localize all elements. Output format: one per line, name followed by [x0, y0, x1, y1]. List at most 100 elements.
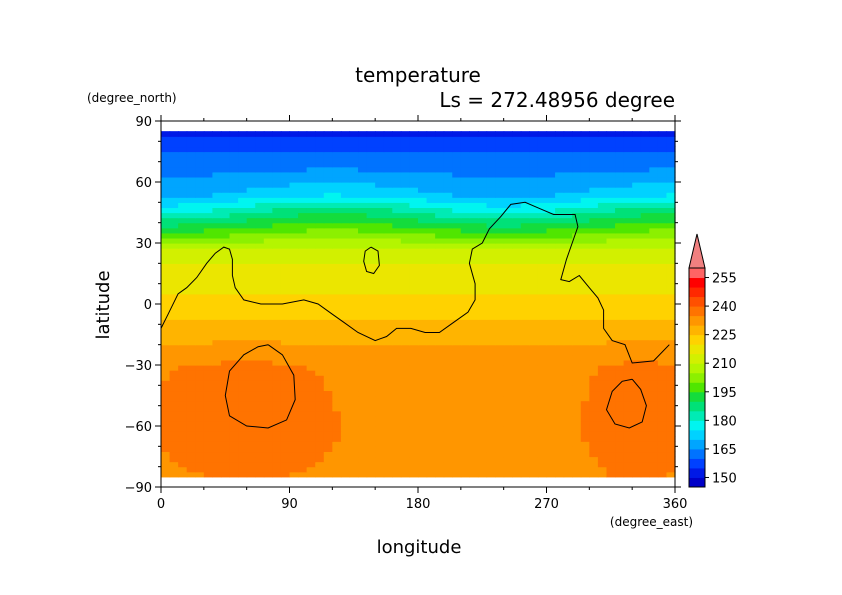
heatmap-cell: [220, 192, 231, 198]
heatmap-cell: [418, 426, 428, 432]
heatmap-cell: [649, 380, 659, 386]
heatmap-cell: [272, 232, 282, 239]
heatmap-cell: [503, 136, 513, 142]
heatmap-cell: [477, 420, 488, 427]
heatmap-cell: [375, 324, 385, 331]
heatmap-cell: [580, 370, 590, 376]
heatmap-cell: [572, 141, 582, 148]
heatmap-cell: [615, 258, 625, 264]
heatmap-cell: [349, 237, 359, 244]
heatmap-cell: [263, 293, 273, 300]
heatmap-cell: [409, 136, 419, 142]
heatmap-cell: [597, 415, 608, 422]
heatmap-cell: [623, 283, 633, 290]
heatmap-cell: [203, 283, 213, 290]
heatmap-cell: [161, 237, 171, 244]
heatmap-cell: [400, 288, 411, 295]
heatmap-cell: [589, 273, 599, 280]
heatmap-cell: [212, 329, 222, 336]
heatmap-cell: [306, 278, 316, 285]
heatmap-cell: [212, 385, 222, 392]
heatmap-cell: [572, 278, 582, 285]
heatmap-cell: [580, 156, 590, 163]
heatmap-cell: [546, 415, 556, 422]
heatmap-cell: [392, 207, 402, 214]
heatmap-cell: [400, 207, 411, 214]
heatmap-cell: [323, 461, 333, 468]
colorbar-tick-label: 180: [712, 414, 737, 429]
heatmap-cell: [623, 217, 633, 224]
heatmap-cell: [383, 171, 393, 178]
heatmap-cell: [477, 207, 488, 214]
heatmap-cell: [546, 471, 556, 478]
heatmap-cell: [426, 380, 436, 386]
heatmap-cell: [486, 136, 496, 142]
heatmap-cell: [323, 344, 333, 351]
heatmap-cell: [632, 263, 642, 270]
heatmap-cell: [392, 466, 402, 473]
heatmap-cell: [632, 222, 642, 229]
heatmap-cell: [632, 375, 642, 381]
heatmap-cell: [298, 232, 308, 239]
heatmap-cell: [469, 441, 479, 447]
heatmap-cell: [358, 354, 368, 361]
heatmap-cell: [546, 385, 556, 392]
heatmap-cell: [452, 304, 462, 310]
heatmap-cell: [477, 182, 488, 188]
heatmap-cell: [246, 263, 256, 270]
heatmap-cell: [426, 420, 436, 427]
heatmap-cell: [220, 329, 231, 336]
heatmap-cell: [375, 283, 385, 290]
heatmap-cell: [238, 176, 248, 183]
heatmap-cell: [477, 288, 488, 295]
heatmap-cell: [178, 309, 188, 315]
heatmap-cell: [392, 319, 402, 325]
heatmap-cell: [178, 431, 188, 437]
heatmap-cell: [555, 365, 565, 371]
heatmap-cell: [212, 283, 222, 290]
heatmap-cell: [323, 400, 333, 407]
heatmap-cell: [400, 156, 411, 163]
heatmap-cell: [563, 334, 573, 341]
heatmap-cell: [597, 166, 608, 173]
heatmap-cell: [358, 304, 368, 310]
heatmap-cell: [606, 349, 616, 356]
heatmap-cell: [632, 151, 642, 158]
heatmap-cell: [272, 202, 282, 209]
heatmap-cell: [229, 146, 239, 153]
colorbar-swatch: [689, 391, 705, 402]
heatmap-cell: [255, 471, 265, 478]
heatmap-cell: [529, 141, 539, 148]
heatmap-cell: [229, 192, 239, 198]
heatmap-cell: [323, 365, 333, 371]
heatmap-cell: [657, 263, 668, 270]
heatmap-cell: [220, 344, 231, 351]
heatmap-cell: [238, 354, 248, 361]
heatmap-cell: [289, 304, 299, 310]
heatmap-cell: [512, 156, 522, 163]
heatmap-cell: [238, 222, 248, 229]
heatmap-cell: [460, 354, 470, 361]
heatmap-cell: [580, 227, 590, 234]
heatmap-cell: [358, 187, 368, 193]
heatmap-cell: [580, 141, 590, 148]
heatmap-cell: [409, 283, 419, 290]
heatmap-cell: [263, 314, 273, 320]
heatmap-cell: [623, 146, 633, 153]
heatmap-cell: [212, 151, 222, 158]
heatmap-cell: [161, 365, 171, 371]
heatmap-cell: [486, 304, 496, 310]
heatmap-cell: [255, 212, 265, 219]
heatmap-cell: [615, 365, 625, 371]
heatmap-cell: [349, 309, 359, 315]
heatmap-cell: [563, 339, 573, 346]
heatmap-cell: [520, 253, 530, 259]
heatmap-cell: [580, 258, 590, 264]
heatmap-cell: [623, 293, 633, 300]
heatmap-cell: [495, 248, 505, 254]
heatmap-cell: [435, 197, 445, 203]
heatmap-cell: [486, 471, 496, 478]
heatmap-cell: [409, 171, 419, 178]
heatmap-cell: [486, 288, 496, 295]
heatmap-cell: [255, 395, 265, 402]
